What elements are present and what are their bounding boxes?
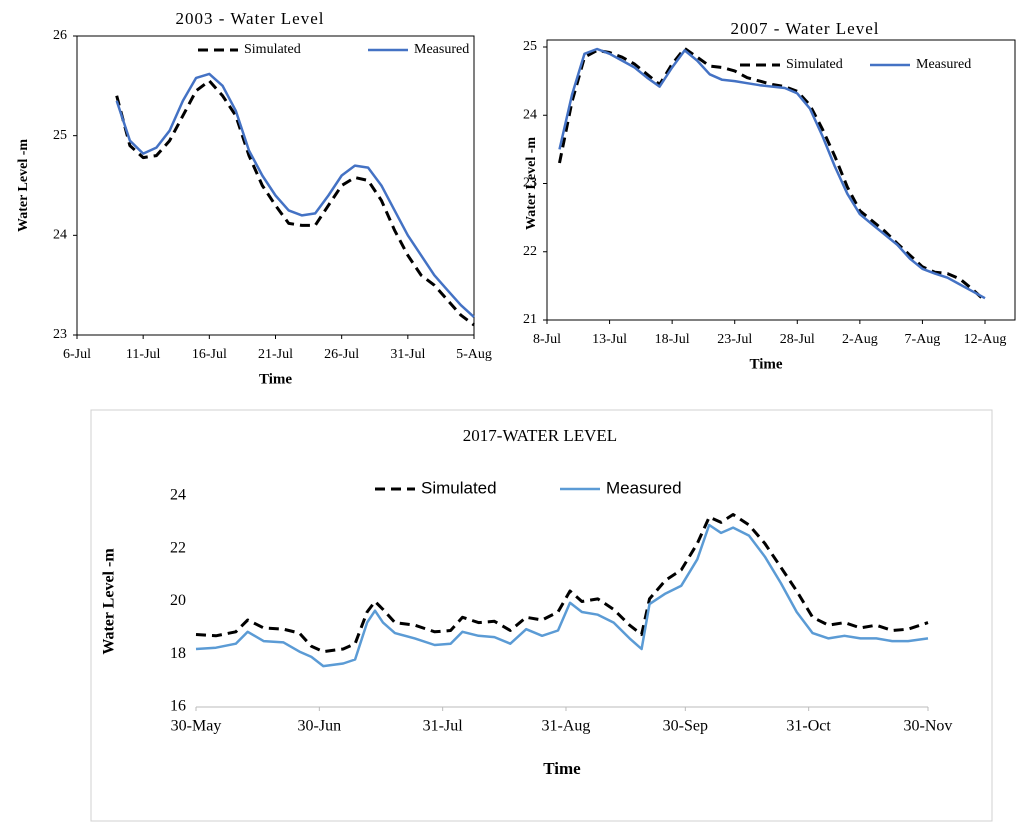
- x-tick-label: 31-Jul: [423, 718, 464, 735]
- y-axis-label: Water Level -m: [16, 139, 31, 232]
- x-axis-label: Time: [543, 759, 581, 778]
- y-tick-label: 25: [53, 128, 67, 143]
- legend-label: Simulated: [421, 478, 497, 497]
- x-tick-label: 8-Jul: [533, 332, 561, 347]
- y-tick-label: 23: [523, 176, 537, 191]
- chart-title: 2003 - Water Level: [176, 9, 325, 28]
- x-tick-label: 30-Sep: [663, 718, 708, 735]
- x-tick-label: 18-Jul: [655, 332, 690, 347]
- series-line: [558, 47, 986, 300]
- x-axis-label: Time: [749, 356, 782, 372]
- y-tick-label: 23: [53, 327, 67, 342]
- x-tick-label: 2-Aug: [842, 332, 878, 347]
- y-tick-label: 24: [53, 228, 67, 243]
- y-tick-label: 20: [170, 592, 186, 609]
- x-tick-label: 6-Jul: [63, 347, 91, 362]
- y-tick-label: 22: [523, 244, 537, 259]
- plot-frame: [76, 35, 475, 336]
- chart-title: 2017-WATER LEVEL: [463, 426, 617, 445]
- y-tick-label: 22: [170, 539, 186, 556]
- y-tick-label: 24: [170, 487, 186, 504]
- legend-label: Simulated: [244, 42, 301, 57]
- x-tick-label: 5-Aug: [456, 347, 492, 362]
- y-axis-label: Water Level -m: [101, 548, 118, 655]
- plot-frame: [546, 39, 1016, 321]
- series-line: [115, 79, 475, 327]
- legend-label: Simulated: [786, 57, 843, 72]
- y-tick-label: 18: [170, 645, 186, 662]
- y-tick-label: 24: [523, 107, 537, 122]
- x-axis-label: Time: [259, 371, 292, 387]
- x-tick-label: 13-Jul: [592, 332, 627, 347]
- series-line: [195, 523, 929, 668]
- y-axis-label: Water Level -m: [524, 137, 539, 230]
- legend-label: Measured: [414, 42, 469, 57]
- x-tick-label: 28-Jul: [780, 332, 815, 347]
- chart-frame: [90, 409, 993, 822]
- legend-label: Measured: [916, 57, 971, 72]
- y-tick-label: 16: [170, 698, 186, 715]
- x-tick-label: 31-Oct: [786, 718, 831, 735]
- chart-title: 2007 - Water Level: [731, 19, 880, 38]
- x-tick-label: 26-Jul: [324, 347, 359, 362]
- x-tick-label: 7-Aug: [905, 332, 941, 347]
- series-line: [195, 513, 929, 654]
- legend-label: Measured: [606, 478, 682, 497]
- x-tick-label: 30-May: [171, 718, 222, 735]
- x-tick-label: 31-Aug: [542, 718, 591, 735]
- x-tick-label: 30-Jun: [298, 718, 342, 735]
- x-tick-label: 16-Jul: [192, 347, 227, 362]
- y-tick-label: 21: [523, 312, 537, 327]
- x-tick-label: 31-Jul: [390, 347, 425, 362]
- series-line: [558, 46, 987, 302]
- series-line: [115, 72, 475, 319]
- x-tick-label: 12-Aug: [964, 332, 1007, 347]
- y-tick-label: 25: [523, 39, 537, 54]
- x-tick-label: 11-Jul: [126, 347, 161, 362]
- x-tick-label: 23-Jul: [717, 332, 752, 347]
- x-tick-label: 30-Nov: [904, 718, 953, 735]
- x-tick-label: 21-Jul: [258, 347, 293, 362]
- y-tick-label: 26: [53, 28, 67, 43]
